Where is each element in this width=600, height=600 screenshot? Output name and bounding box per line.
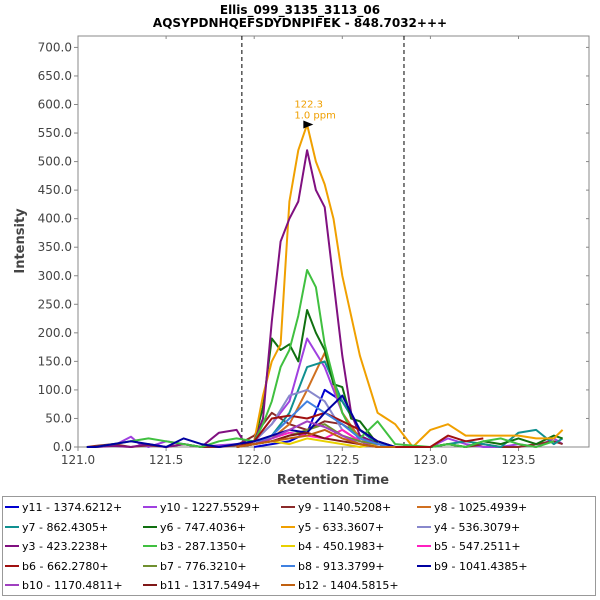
legend-swatch-icon [281,545,295,547]
legend-label: y4 - 536.3079+ [434,520,521,534]
x-axis-label: Retention Time [277,473,389,488]
legend-label: b12 - 1404.5815+ [298,579,399,592]
peak-annotation-ppm: 1.0 ppm [294,110,336,121]
legend-swatch-icon [5,525,19,528]
legend-item: b6 - 662.2780+ [5,560,109,574]
y-tick-label: 350.0 [38,240,72,254]
legend-item: b8 - 913.3799+ [281,560,385,574]
y-tick-label: 400.0 [38,212,72,226]
series-line [236,309,563,448]
legend-swatch-icon [281,584,295,586]
legend-item: y11 - 1374.6212+ [5,501,122,515]
y-tick-label: 450.0 [38,183,72,197]
x-tick-label: 123.0 [413,453,447,467]
legend-label: b10 - 1170.4811+ [22,579,123,592]
legend-label: b5 - 547.2511+ [434,540,521,553]
legend-item: b10 - 1170.4811+ [5,579,123,593]
legend-label: y10 - 1227.5529+ [160,501,261,514]
y-tick-label: 650.0 [38,69,72,83]
legend-item: y3 - 423.2238+ [5,540,108,554]
y-tick-label: 550.0 [38,126,72,140]
legend-label: b9 - 1041.4385+ [434,559,528,573]
y-tick-label: 100.0 [38,383,72,397]
chart-subtitle: AQSYPDNHQEFSDYDNPIFEK - 848.7032+++ [153,16,447,30]
legend-swatch-icon [143,584,157,586]
legend-item: y4 - 536.3079+ [417,521,520,535]
legend-item: y10 - 1227.5529+ [143,501,260,515]
legend-swatch-icon [281,506,295,508]
series-line [236,411,484,448]
legend-item: b11 - 1317.5494+ [143,579,261,593]
legend-swatch-icon [143,506,157,508]
legend-item: y7 - 862.4305+ [5,521,108,535]
y-axis-label: Intensity [13,208,28,274]
series-line [86,269,555,448]
y-tick-label: 300.0 [38,269,72,283]
legend-label: y3 - 423.2238+ [22,540,109,553]
legend-swatch-icon [5,564,19,567]
series-line [236,428,396,448]
chart-title: Ellis_099_3135_3113_06 [220,3,380,18]
y-tick-label: 0.0 [53,440,72,454]
legend-label: b3 - 287.1350+ [160,540,247,553]
y-tick-label: 250.0 [38,297,72,311]
legend-item: b4 - 450.1983+ [281,540,385,554]
x-tick-label: 122.0 [237,453,271,467]
y-tick-label: 200.0 [38,326,72,340]
legend-label: y5 - 633.3607+ [298,520,385,534]
legend-item: b5 - 547.2511+ [417,540,521,554]
legend-item: y8 - 1025.4939+ [417,501,527,515]
x-tick-label: 123.5 [501,453,535,467]
peak-boundaries [241,36,405,447]
legend-label: b7 - 776.3210+ [160,559,247,573]
legend-item: y5 - 633.3607+ [281,521,384,535]
y-tick-label: 150.0 [38,354,72,368]
legend-swatch-icon [143,564,157,567]
legend-item: b9 - 1041.4385+ [417,560,528,574]
series-group [86,123,564,448]
legend-swatch-icon [417,545,431,547]
legend-swatch-icon [417,506,431,508]
peak-annotation: 122.3 1.0 ppm [294,99,336,129]
legend-swatch-icon [143,545,157,547]
legend-swatch-icon [5,545,19,547]
legend-label: b11 - 1317.5494+ [160,579,261,592]
x-tick-label: 121.5 [149,453,183,467]
legend-item: b3 - 287.1350+ [143,540,247,554]
y-axis: 0.0 50.0 100.0 150.0 200.0 250.0 300.0 350.0 400… [38,40,589,454]
legend-label: y11 - 1374.6212+ [22,501,123,514]
peak-annotation-rt: 122.3 [294,99,323,110]
legend-label: b6 - 662.2780+ [22,559,109,573]
peak-marker-icon [303,120,314,129]
legend-item: b7 - 776.3210+ [143,560,247,574]
x-tick-label: 121.0 [61,453,95,467]
x-axis: 121.0 121.5 122.0 122.5 123.0 123.5 [61,36,536,467]
series-line [236,123,564,448]
legend-item: y6 - 747.4036+ [143,521,246,535]
legend-label: y9 - 1140.5208+ [298,501,392,514]
legend-label: y8 - 1025.4939+ [434,501,528,514]
legend-swatch-icon [417,564,431,567]
legend-swatch-icon [417,525,431,528]
legend-label: b4 - 450.1983+ [298,540,385,553]
series-line [86,394,396,448]
legend-item: y9 - 1140.5208+ [281,501,391,515]
legend-swatch-icon [281,525,295,528]
series-line [236,400,396,448]
y-tick-label: 50.0 [45,411,72,425]
legend-label: b8 - 913.3799+ [298,559,385,573]
y-tick-label: 600.0 [38,98,72,112]
legend: y11 - 1374.6212+ y10 - 1227.5529+ y9 - 114… [2,496,596,596]
y-tick-label: 700.0 [38,40,72,54]
legend-swatch-icon [5,584,19,586]
legend-item: b12 - 1404.5815+ [281,579,399,593]
legend-label: y6 - 747.4036+ [160,520,247,534]
y-tick-label: 500.0 [38,155,72,169]
legend-swatch-icon [143,525,157,528]
x-tick-label: 122.5 [325,453,359,467]
legend-swatch-icon [5,506,19,508]
legend-swatch-icon [281,564,295,567]
legend-label: y7 - 862.4305+ [22,520,109,534]
